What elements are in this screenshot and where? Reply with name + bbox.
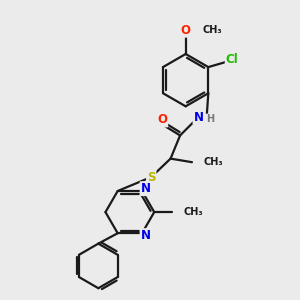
Text: S: S (147, 170, 155, 184)
Text: CH₃: CH₃ (202, 25, 222, 35)
Text: H: H (206, 114, 214, 124)
Text: N: N (194, 110, 203, 124)
Text: O: O (157, 113, 167, 127)
Text: CH₃: CH₃ (183, 207, 203, 217)
Text: N: N (141, 182, 151, 195)
Text: N: N (141, 229, 151, 242)
Text: Cl: Cl (226, 53, 238, 66)
Text: CH₃: CH₃ (203, 157, 223, 167)
Text: O: O (181, 24, 191, 37)
